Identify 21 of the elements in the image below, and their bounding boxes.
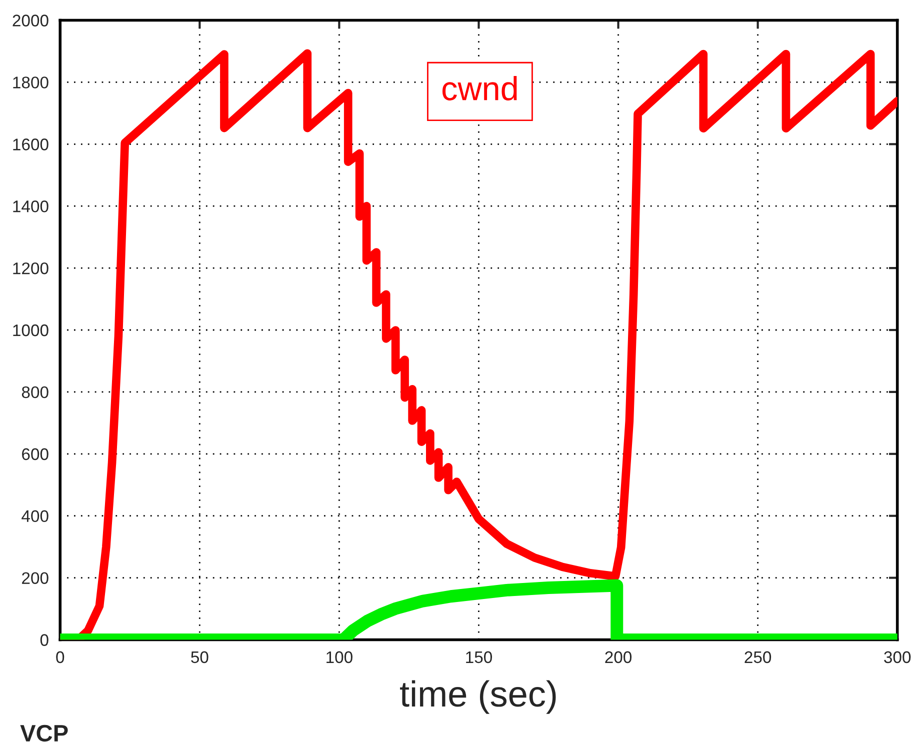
x-tick-label: 50 xyxy=(191,651,208,664)
y-tick-label: 1800 xyxy=(13,76,48,88)
x-tick-label: 100 xyxy=(326,651,352,664)
y-tick-label: 2000 xyxy=(12,14,48,26)
y-tick-label: 1400 xyxy=(13,200,48,212)
x-tick-label: 0 xyxy=(56,651,64,664)
x-tick-label: 150 xyxy=(466,651,492,664)
y-tick-label: 600 xyxy=(22,448,48,460)
y-tick-label: 800 xyxy=(22,386,48,398)
x-tick-label: 250 xyxy=(744,651,772,664)
y-tick-label: 1000 xyxy=(13,324,48,336)
text: cwnd xyxy=(442,76,517,100)
x-tick-label: 300 xyxy=(884,651,911,664)
y-tick-label: 200 xyxy=(22,572,48,584)
x-tick-label: 200 xyxy=(605,651,632,664)
y-tick-label: 0 xyxy=(40,634,48,646)
y-tick-label: 400 xyxy=(22,510,48,522)
x-axis-title: time (sec) xyxy=(400,680,556,714)
y-tick-label: 1600 xyxy=(13,138,48,150)
text: VCP xyxy=(20,724,68,742)
y-tick-label: 1200 xyxy=(13,262,48,274)
